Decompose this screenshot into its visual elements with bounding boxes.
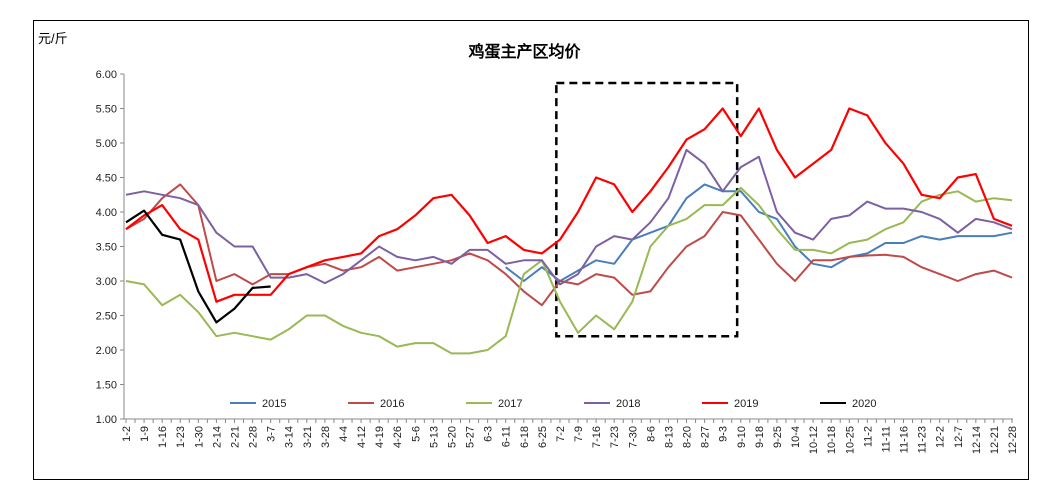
x-tick-label: 1-16 bbox=[157, 426, 169, 448]
x-tick-label: 3-14 bbox=[284, 426, 296, 448]
y-tick-label: 2.00 bbox=[96, 345, 117, 357]
legend-label-2018: 2018 bbox=[616, 398, 640, 410]
y-tick-label: 4.00 bbox=[96, 207, 117, 219]
series-line-2015 bbox=[505, 183, 1013, 282]
x-tick-label: 11-23 bbox=[917, 426, 929, 453]
x-tick-label: 7-23 bbox=[609, 426, 621, 448]
series-2018 bbox=[125, 148, 1013, 286]
x-tick-label: 12-2 bbox=[935, 426, 947, 448]
legend-label-2017: 2017 bbox=[498, 398, 522, 410]
x-tick-label: 12-21 bbox=[989, 426, 1001, 454]
y-tick-label: 1.50 bbox=[96, 380, 117, 392]
chart-frame bbox=[33, 20, 1029, 480]
x-tick-label: 7-9 bbox=[573, 426, 585, 442]
x-tick-label: 6-18 bbox=[519, 426, 531, 448]
x-tick-label: 1-9 bbox=[139, 426, 151, 442]
series-line-2017 bbox=[125, 186, 1013, 355]
x-tick-label: 5-13 bbox=[428, 426, 440, 448]
x-tick-label: 6-25 bbox=[537, 426, 549, 448]
x-tick-label: 8-6 bbox=[645, 426, 657, 442]
x-tick-label: 6-11 bbox=[501, 426, 513, 447]
x-tick-label: 11-16 bbox=[899, 426, 911, 453]
y-tick-label: 2.50 bbox=[96, 311, 117, 323]
x-tick-label: 5-20 bbox=[446, 426, 458, 448]
y-tick-label: 3.50 bbox=[96, 242, 117, 254]
x-tick-label: 10-18 bbox=[826, 426, 838, 454]
x-tick-label: 3-28 bbox=[320, 426, 332, 448]
x-tick-label: 3-7 bbox=[266, 426, 278, 442]
x-tick-label: 9-10 bbox=[736, 426, 748, 448]
y-tick-label: 5.50 bbox=[96, 104, 117, 116]
x-tick-label: 12-14 bbox=[971, 426, 983, 454]
x-tick-label: 10-25 bbox=[844, 426, 856, 454]
series-line-2016 bbox=[125, 183, 1013, 307]
x-tick-label: 1-23 bbox=[175, 426, 187, 448]
x-tick-label: 12-28 bbox=[1007, 426, 1019, 454]
series-2017 bbox=[125, 186, 1013, 355]
x-tick-label: 9-18 bbox=[754, 426, 766, 448]
y-axis-unit-label: 元/斤 bbox=[38, 31, 68, 46]
x-tick-label: 6-3 bbox=[483, 426, 495, 442]
series-2015 bbox=[505, 183, 1013, 282]
series-line-2020 bbox=[125, 209, 271, 324]
x-tick-label: 1-30 bbox=[193, 426, 205, 448]
x-tick-label: 8-27 bbox=[700, 426, 712, 448]
x-tick-label: 4-4 bbox=[338, 426, 350, 442]
chart-title: 鸡蛋主产区均价 bbox=[468, 42, 581, 61]
x-tick-label: 12-7 bbox=[953, 426, 965, 448]
x-tick-label: 10-4 bbox=[790, 426, 802, 448]
x-tick-label: 4-12 bbox=[356, 426, 368, 448]
y-tick-label: 6.00 bbox=[96, 69, 117, 81]
series-2016 bbox=[125, 183, 1013, 307]
y-tick-label: 5.00 bbox=[96, 138, 117, 150]
x-tick-label: 5-27 bbox=[465, 426, 477, 448]
x-tick-label: 11-2 bbox=[862, 426, 874, 447]
x-tick-label: 8-13 bbox=[663, 426, 675, 448]
legend-label-2015: 2015 bbox=[262, 398, 286, 410]
y-tick-label: 4.50 bbox=[96, 173, 117, 185]
x-tick-label: 4-19 bbox=[374, 426, 386, 448]
x-tick-label: 10-12 bbox=[808, 426, 820, 454]
y-tick-label: 3.00 bbox=[96, 276, 117, 288]
x-tick-label: 1-2 bbox=[121, 426, 133, 442]
x-tick-label: 4-26 bbox=[392, 426, 404, 448]
series-line-2018 bbox=[125, 148, 1013, 286]
x-tick-label: 8-20 bbox=[682, 426, 694, 448]
series-2019 bbox=[125, 107, 1013, 303]
x-tick-label: 5-6 bbox=[410, 426, 422, 442]
series-line-2019 bbox=[125, 107, 1013, 303]
y-tick-label: 1.00 bbox=[96, 414, 117, 426]
legend-label-2019: 2019 bbox=[734, 398, 758, 410]
legend-label-2016: 2016 bbox=[380, 398, 404, 410]
series-2020 bbox=[125, 209, 271, 324]
x-tick-label: 7-16 bbox=[591, 426, 603, 448]
x-tick-label: 9-25 bbox=[772, 426, 784, 448]
highlight-dashed-box bbox=[555, 81, 739, 338]
x-tick-label: 3-21 bbox=[302, 426, 314, 448]
x-tick-label: 2-14 bbox=[211, 426, 223, 448]
x-tick-label: 7-30 bbox=[627, 426, 639, 448]
legend-label-2020: 2020 bbox=[852, 398, 876, 410]
x-tick-label: 11-11 bbox=[880, 426, 892, 453]
x-tick-label: 7-2 bbox=[555, 426, 567, 442]
x-tick-label: 9-3 bbox=[718, 426, 730, 442]
x-tick-label: 2-28 bbox=[248, 426, 260, 448]
x-tick-label: 2-21 bbox=[229, 426, 241, 448]
